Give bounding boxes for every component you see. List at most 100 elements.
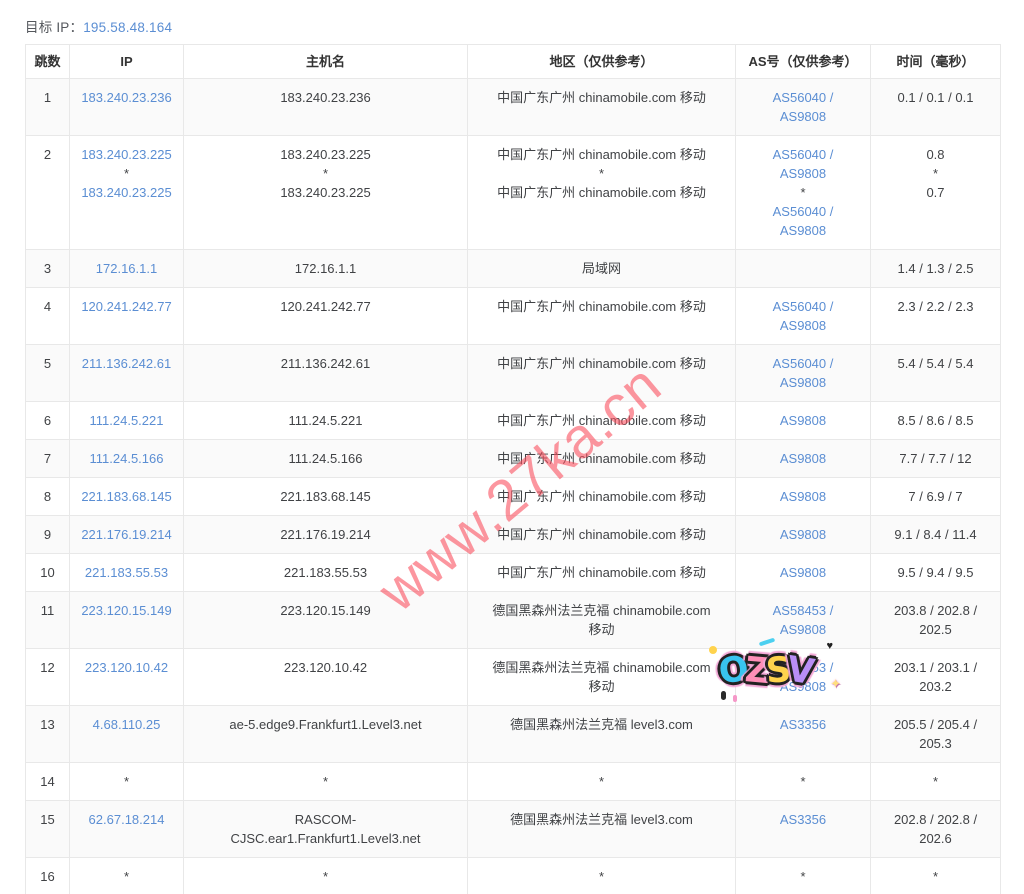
asn-link[interactable]: AS9808 bbox=[779, 451, 827, 466]
time-text: 9.5 / 9.4 / 9.5 bbox=[897, 565, 974, 580]
ip-link[interactable]: 183.240.23.225 bbox=[81, 147, 172, 162]
ip-text: * bbox=[123, 166, 130, 181]
asn-link[interactable]: AS9808 bbox=[779, 413, 827, 428]
region-cell: 中国广东广州 chinamobile.com 移动 bbox=[467, 401, 736, 440]
asn-link[interactable]: AS9808 bbox=[779, 679, 827, 694]
time-text: 203.8 / 202.8 / bbox=[893, 603, 978, 618]
ip-text: * bbox=[123, 869, 130, 884]
table-row: 15 62.67.18.214 RASCOM- CJSC.ear1.Frankfurt… bbox=[25, 800, 1001, 858]
region-cell: 中国广东广州 chinamobile.com 移动 bbox=[467, 515, 736, 554]
region-text: * bbox=[598, 774, 605, 789]
time-text: 0.7 bbox=[926, 185, 945, 200]
ip-link[interactable]: 223.120.10.42 bbox=[84, 660, 169, 675]
ip-link[interactable]: 211.136.242.61 bbox=[81, 356, 172, 371]
asn-link[interactable]: AS9808 bbox=[779, 375, 827, 390]
table-row: 11 223.120.15.149 223.120.15.149 德国黑森州法兰克福 … bbox=[25, 591, 1001, 649]
ip-link[interactable]: 4.68.110.25 bbox=[92, 717, 161, 732]
ip-link[interactable]: 111.24.5.221 bbox=[89, 413, 164, 428]
ip-link[interactable]: 221.176.19.214 bbox=[81, 527, 172, 542]
asn-link[interactable]: AS9808 bbox=[779, 489, 827, 504]
asn-link[interactable]: AS56040 / bbox=[772, 356, 834, 371]
hop-text: 10 bbox=[40, 565, 55, 580]
column-header-hop: 跳数 bbox=[25, 44, 70, 79]
region-text: 中国广东广州 chinamobile.com 移动 bbox=[497, 565, 706, 580]
hop-cell: 5 bbox=[25, 344, 70, 402]
asn-link[interactable]: AS9808 bbox=[779, 166, 827, 181]
region-cell: 德国黑森州法兰克福 level3.com bbox=[467, 705, 736, 763]
ip-cell: 221.183.68.145 bbox=[69, 477, 184, 516]
region-cell: 德国黑森州法兰克福 chinamobile.com 移动 bbox=[467, 648, 736, 706]
hop-text: 13 bbox=[40, 717, 55, 732]
asn-cell: AS3356 bbox=[735, 800, 871, 858]
ip-link[interactable]: 111.24.5.166 bbox=[89, 451, 164, 466]
asn-link[interactable]: AS58453 / bbox=[772, 660, 834, 675]
asn-link[interactable]: AS9808 bbox=[779, 223, 827, 238]
time-cell: 7.7 / 7.7 / 12 bbox=[870, 439, 1001, 478]
time-text: 0.8 bbox=[926, 147, 945, 162]
table-row: 10 221.183.55.53 221.183.55.53 中国广东广州 china… bbox=[25, 553, 1001, 592]
hop-text: 2 bbox=[43, 147, 52, 162]
asn-cell: AS56040 / AS9808 * AS56040 / AS9808 bbox=[735, 135, 871, 250]
asn-link[interactable]: AS9808 bbox=[779, 565, 827, 580]
target-ip-link[interactable]: 195.58.48.164 bbox=[83, 20, 173, 35]
ip-cell: 4.68.110.25 bbox=[69, 705, 184, 763]
hop-cell: 11 bbox=[25, 591, 70, 649]
asn-cell: AS9808 bbox=[735, 477, 871, 516]
trace-table: 跳数 IP 主机名 地区（仅供参考） AS号（仅供参考） 时间（毫秒） 1 183.240.… bbox=[25, 44, 1001, 894]
ip-cell: 223.120.15.149 bbox=[69, 591, 184, 649]
hop-cell: 12 bbox=[25, 648, 70, 706]
ip-link[interactable]: 221.183.68.145 bbox=[81, 489, 172, 504]
host-text: 221.183.55.53 bbox=[283, 565, 368, 580]
host-text: 223.120.15.149 bbox=[280, 603, 371, 618]
region-cell: 中国广东广州 chinamobile.com 移动 bbox=[467, 439, 736, 478]
region-text: 局域网 bbox=[581, 261, 621, 276]
host-cell: 211.136.242.61 bbox=[183, 344, 468, 402]
hop-cell: 3 bbox=[25, 249, 70, 288]
ip-link[interactable]: 62.67.18.214 bbox=[88, 812, 165, 827]
asn-link[interactable]: AS9808 bbox=[779, 318, 827, 333]
hop-text: 8 bbox=[43, 489, 52, 504]
ip-link[interactable]: 183.240.23.236 bbox=[81, 90, 172, 105]
time-cell: 203.8 / 202.8 / 202.5 bbox=[870, 591, 1001, 649]
ip-link[interactable]: 172.16.1.1 bbox=[95, 261, 158, 276]
host-text: * bbox=[322, 774, 329, 789]
time-cell: 202.8 / 202.8 / 202.6 bbox=[870, 800, 1001, 858]
asn-link[interactable]: AS56040 / bbox=[772, 90, 834, 105]
asn-link[interactable]: AS3356 bbox=[779, 812, 827, 827]
hop-text: 14 bbox=[40, 774, 55, 789]
asn-text: * bbox=[800, 185, 806, 200]
host-cell: * bbox=[183, 857, 468, 894]
asn-cell: * bbox=[735, 857, 871, 894]
region-text: 中国广东广州 chinamobile.com 移动 bbox=[497, 299, 706, 314]
host-text: 221.176.19.214 bbox=[280, 527, 371, 542]
region-text: 中国广东广州 chinamobile.com 移动 bbox=[497, 90, 706, 105]
asn-link[interactable]: AS56040 / bbox=[772, 147, 834, 162]
table-row: 9 221.176.19.214 221.176.19.214 中国广东广州 chin… bbox=[25, 515, 1001, 554]
region-text: 中国广东广州 chinamobile.com 移动 bbox=[497, 489, 706, 504]
asn-link[interactable]: AS56040 / bbox=[772, 299, 834, 314]
host-cell: ae-5.edge9.Frankfurt1.Level3.net bbox=[183, 705, 468, 763]
ip-link[interactable]: 120.241.242.77 bbox=[81, 299, 172, 314]
asn-link[interactable]: AS9808 bbox=[779, 622, 827, 637]
asn-link[interactable]: AS9808 bbox=[779, 109, 827, 124]
asn-link[interactable]: AS58453 / bbox=[772, 603, 834, 618]
table-row: 3 172.16.1.1 172.16.1.1 局域网 1.4 / 1.3 / 2.5 bbox=[25, 249, 1001, 288]
asn-link[interactable]: AS9808 bbox=[779, 527, 827, 542]
ip-cell: 183.240.23.225 * 183.240.23.225 bbox=[69, 135, 184, 250]
asn-link[interactable]: AS56040 / bbox=[772, 204, 834, 219]
host-cell: 172.16.1.1 bbox=[183, 249, 468, 288]
time-cell: * bbox=[870, 762, 1001, 801]
hop-cell: 9 bbox=[25, 515, 70, 554]
host-text: * bbox=[322, 869, 329, 884]
table-header-row: 跳数 IP 主机名 地区（仅供参考） AS号（仅供参考） 时间（毫秒） bbox=[25, 44, 1001, 79]
ip-link[interactable]: 223.120.15.149 bbox=[81, 603, 172, 618]
ip-link[interactable]: 221.183.55.53 bbox=[84, 565, 169, 580]
host-text: 221.183.68.145 bbox=[280, 489, 371, 504]
ip-link[interactable]: 183.240.23.225 bbox=[81, 185, 172, 200]
asn-text: * bbox=[800, 774, 806, 789]
hop-cell: 1 bbox=[25, 78, 70, 136]
column-header-time: 时间（毫秒） bbox=[870, 44, 1001, 79]
asn-link[interactable]: AS3356 bbox=[779, 717, 827, 732]
asn-cell: AS58453 / AS9808 bbox=[735, 591, 871, 649]
ip-cell: 120.241.242.77 bbox=[69, 287, 184, 345]
